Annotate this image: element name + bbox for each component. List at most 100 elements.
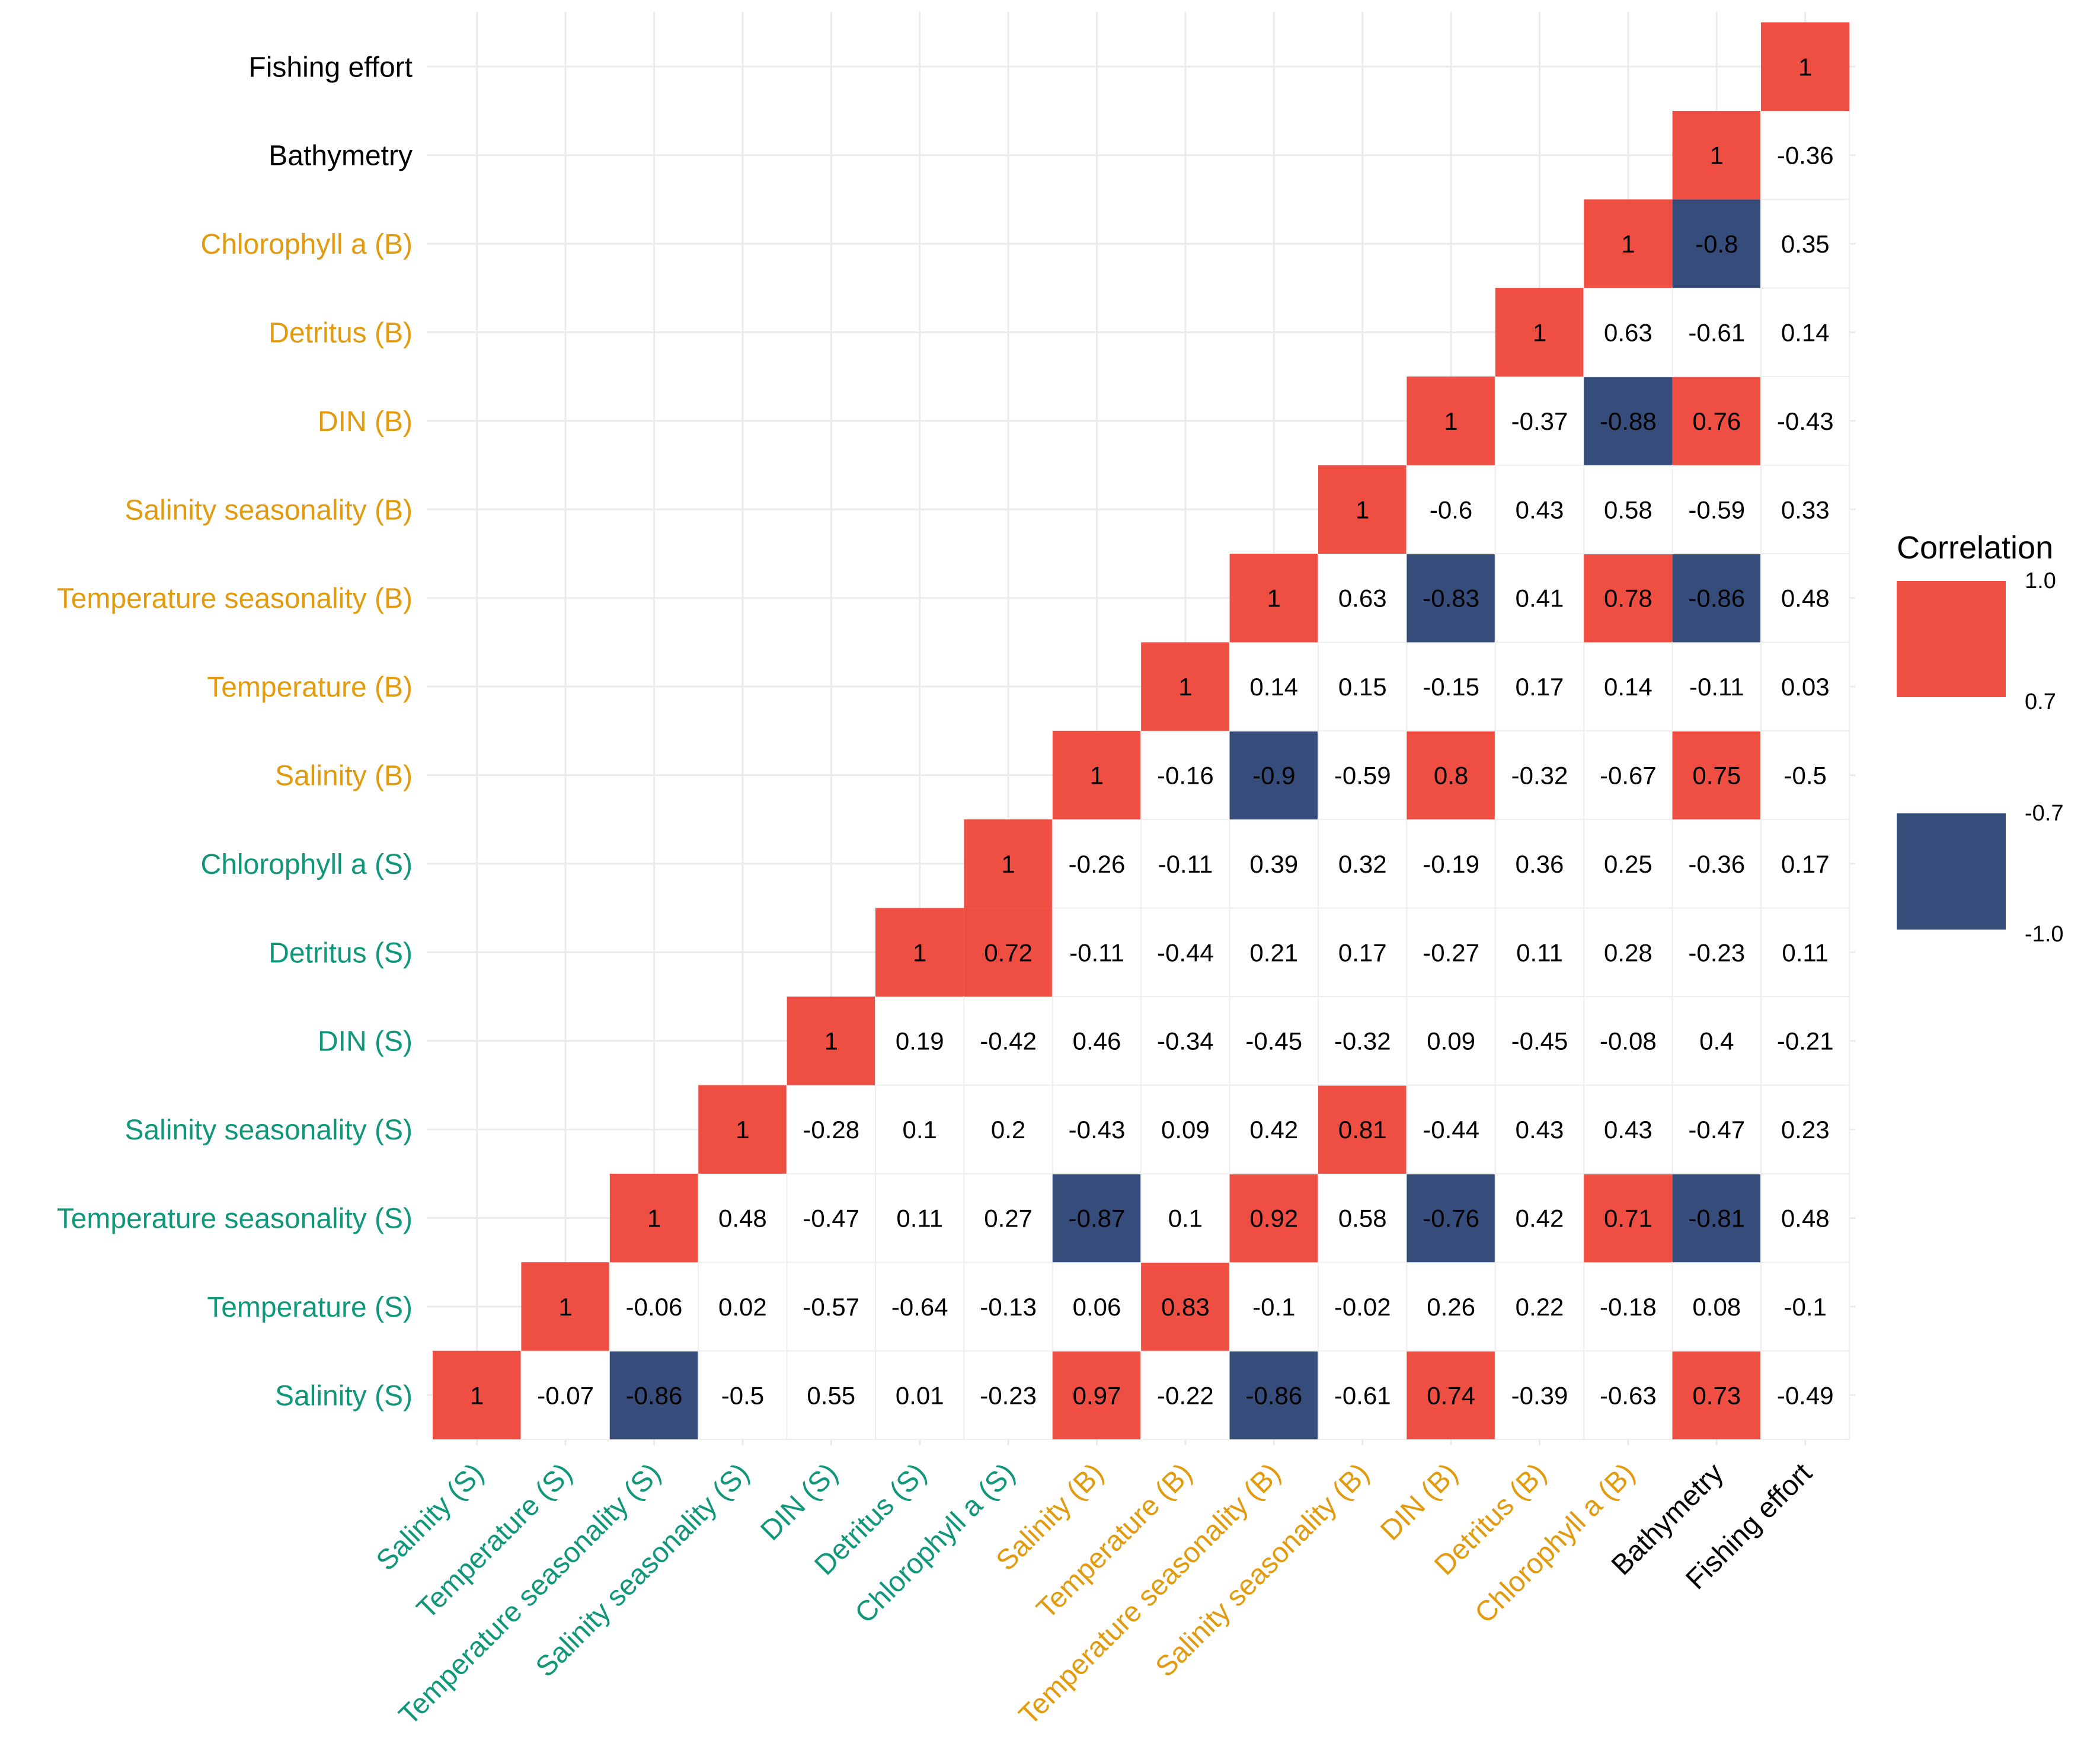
- heatmap-cell: [1318, 1173, 1408, 1263]
- cell-value: 0.33: [1781, 496, 1830, 523]
- heatmap-cell: [1229, 730, 1318, 820]
- heatmap-cell: [1760, 1173, 1850, 1263]
- y-tick-label: Temperature (B): [207, 672, 413, 703]
- heatmap-cell: [1583, 1350, 1673, 1441]
- cell-value: 0.22: [1516, 1293, 1564, 1321]
- cell-value: 0.48: [718, 1205, 767, 1232]
- cell-value: 0.27: [984, 1205, 1033, 1232]
- cell-value: -0.39: [1511, 1381, 1568, 1409]
- cell-value: -0.1: [1784, 1293, 1827, 1321]
- x-tick-label: Chlorophyll a (S): [849, 1457, 1021, 1629]
- cell-value: 1: [470, 1381, 484, 1409]
- heatmap-cell: [1318, 641, 1408, 732]
- heatmap-cell: [786, 1173, 876, 1263]
- cell-value: -0.45: [1511, 1027, 1568, 1055]
- legend-label: -0.7: [2025, 801, 2063, 826]
- heatmap-cell: [963, 1084, 1053, 1174]
- heatmap-cell: [1672, 554, 1761, 643]
- cell-value: -0.9: [1252, 762, 1295, 790]
- heatmap-cell: [521, 1262, 610, 1351]
- legend-label: 0.7: [2025, 689, 2056, 714]
- heatmap-cell: [963, 1350, 1053, 1441]
- heatmap-cell: [1760, 464, 1850, 554]
- y-tick-label: Salinity (B): [275, 761, 413, 792]
- cell-value: -0.57: [803, 1293, 859, 1321]
- cell-value: 0.25: [1604, 850, 1652, 878]
- cell-value: -0.07: [537, 1381, 594, 1409]
- cell-value: -0.22: [1157, 1381, 1214, 1409]
- cell-value: 0.4: [1699, 1027, 1734, 1055]
- cell-value: -0.36: [1688, 850, 1745, 878]
- legend-key: [1897, 813, 2006, 930]
- y-tick-label: Detritus (S): [269, 937, 413, 969]
- x-tick-label: Temperature (S): [411, 1457, 578, 1625]
- heatmap-cell: [1761, 22, 1850, 111]
- cell-value: -0.21: [1777, 1027, 1834, 1055]
- heatmap-cell: [1140, 1350, 1230, 1441]
- cell-value: 0.81: [1338, 1116, 1387, 1144]
- heatmap-cell: [1229, 554, 1318, 643]
- heatmap-cell: [1583, 819, 1673, 909]
- heatmap-cell: [1494, 819, 1585, 909]
- legend-title: Correlation: [1897, 530, 2053, 566]
- cell-value: 0.32: [1338, 850, 1387, 878]
- cell-value: -0.86: [1245, 1381, 1302, 1409]
- heatmap-cell: [1672, 199, 1761, 288]
- heatmap-cell: [1671, 464, 1762, 554]
- heatmap-cell: [1229, 1173, 1318, 1263]
- y-tick-label: Chlorophyll a (S): [201, 849, 413, 880]
- heatmap-cell: [1407, 554, 1495, 643]
- cell-value: 1: [824, 1027, 838, 1055]
- cell-value: 0.06: [1073, 1293, 1121, 1321]
- heatmap-cell: [964, 819, 1053, 908]
- y-tick-label: Temperature seasonality (B): [57, 583, 413, 615]
- heatmap-cell: [1760, 553, 1850, 643]
- cell-value: -0.19: [1423, 850, 1479, 878]
- cell-value: -0.36: [1777, 142, 1834, 170]
- cell-value: 0.46: [1073, 1027, 1121, 1055]
- x-tick-label: DIN (B): [1375, 1457, 1464, 1547]
- heatmap-cell: [1406, 464, 1496, 554]
- cell-value: -0.47: [1688, 1116, 1745, 1144]
- cell-value: 0.11: [896, 1205, 943, 1232]
- heatmap-cell: [1671, 996, 1762, 1086]
- cell-value: 0.55: [807, 1381, 855, 1409]
- y-tick-label: Fishing effort: [248, 52, 413, 83]
- cell-value: -0.32: [1334, 1027, 1391, 1055]
- cell-value: 0.42: [1249, 1116, 1298, 1144]
- heatmap-cell: [1760, 1084, 1850, 1174]
- cell-value: 0.43: [1516, 1116, 1564, 1144]
- cell-value: -0.16: [1157, 762, 1214, 790]
- cell-value: 1: [1178, 673, 1192, 701]
- cell-value-labels: 1 -0.07 1 -0.86 -0.06 1 -0.5 0.02 0.48 1 0.55 -0.57…: [470, 53, 1834, 1409]
- heatmap-cell: [1052, 1350, 1142, 1439]
- heatmap-cell: [1760, 996, 1850, 1086]
- heatmap-cell: [963, 1173, 1053, 1263]
- heatmap-cell: [1318, 1262, 1408, 1352]
- cell-value: 1: [1267, 585, 1281, 612]
- heatmap-cell: [1140, 1173, 1230, 1263]
- cell-value: 0.43: [1604, 1116, 1652, 1144]
- cell-value: 0.42: [1516, 1205, 1564, 1232]
- heatmap-cell: [1141, 642, 1230, 731]
- cell-value: 0.02: [718, 1293, 767, 1321]
- heatmap-cell: [1407, 1350, 1495, 1439]
- cell-value: 0.14: [1604, 673, 1652, 701]
- heatmap-cell: [1583, 287, 1673, 378]
- heatmap-cell: [1494, 1084, 1585, 1174]
- heatmap-cell: [1583, 996, 1673, 1086]
- heatmap-cell: [609, 1262, 699, 1352]
- cell-value: -0.86: [626, 1381, 683, 1409]
- legend-key: [1897, 581, 2006, 697]
- heatmap-cell: [1051, 907, 1142, 997]
- heatmap-cell: [964, 908, 1053, 997]
- heatmap-cell: [1051, 1084, 1142, 1174]
- cell-value: -0.02: [1334, 1293, 1391, 1321]
- heatmap-cell: [1229, 996, 1319, 1086]
- cell-value: -0.23: [1688, 938, 1745, 966]
- cell-value: 0.28: [1604, 938, 1652, 966]
- cell-value: -0.15: [1423, 673, 1479, 701]
- heatmap-cell: [1140, 819, 1230, 909]
- heatmap-cell: [875, 1084, 965, 1174]
- heatmap-cell: [1672, 111, 1761, 200]
